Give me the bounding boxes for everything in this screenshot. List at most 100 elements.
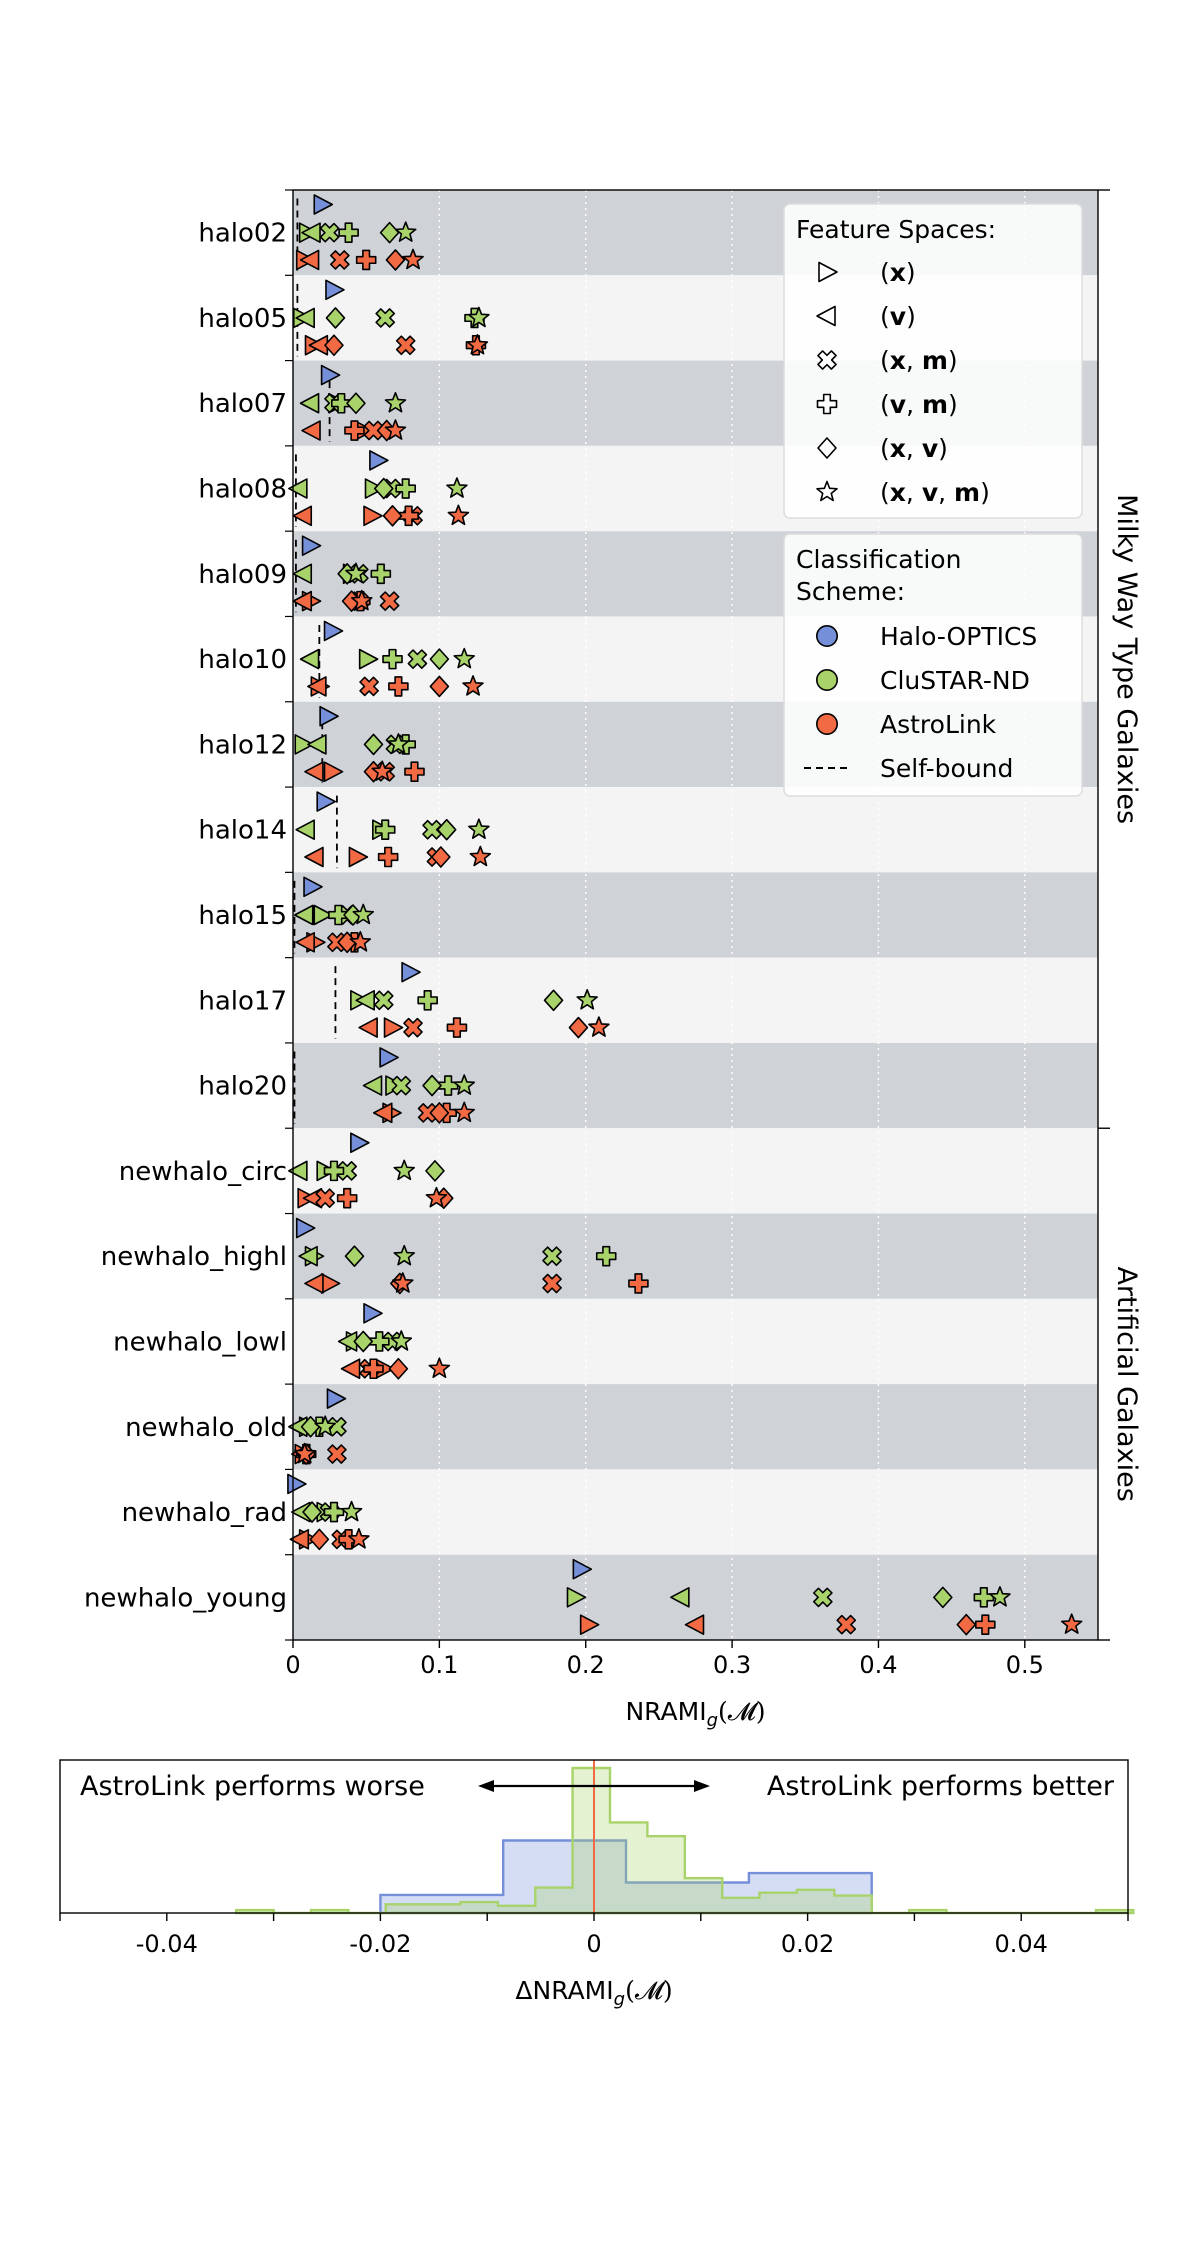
marker-halo09-clustar-xvm xyxy=(345,562,367,584)
row-label-newhalo_old: newhalo_old xyxy=(125,1413,287,1443)
marker-newhalo_circ-clustar-xvm xyxy=(393,1159,416,1181)
marker-newhalo_rad-astrolink-xv xyxy=(309,1528,330,1551)
marker-newhalo_young-astrolink-xm xyxy=(836,1614,857,1635)
legend-label-part: m xyxy=(922,390,948,419)
marker-newhalo_highl-halo-optics xyxy=(295,1217,316,1239)
marker-newhalo_circ-astrolink-xm xyxy=(315,1188,336,1209)
marker-halo17-astrolink-x xyxy=(383,1017,404,1038)
marker-halo08-astrolink-xv xyxy=(382,505,403,527)
row-label-halo07: halo07 xyxy=(198,389,287,419)
marker-newhalo_young-astrolink-xvm xyxy=(1060,1613,1083,1634)
marker-halo12-clustar-xvm xyxy=(387,733,410,754)
marker-halo08-astrolink-v xyxy=(292,505,313,527)
legend-feature-box xyxy=(783,203,1083,519)
marker-halo02-clustar-xvm xyxy=(394,221,417,242)
marker-halo14-clustar-xvm xyxy=(468,818,490,840)
legend-scheme-title: Scheme: xyxy=(796,577,905,606)
marker-newhalo_old-astrolink-xvm xyxy=(293,1442,316,1464)
marker-newhalo_highl-clustar-xvm xyxy=(393,1244,416,1266)
marker-halo05-astrolink-xvm xyxy=(466,333,489,355)
row-label-halo02: halo02 xyxy=(198,219,287,249)
legend-scheme-label: Halo-OPTICS xyxy=(880,622,1037,651)
hist-annotation-better: AstroLink performs better xyxy=(767,1771,1115,1802)
marker-newhalo_highl-clustar-v xyxy=(298,1245,318,1267)
marker-halo09-halo-optics xyxy=(301,535,322,556)
marker-halo10-clustar-v xyxy=(299,648,320,670)
legend: Feature Spaces:(x)(v)(x, m)(v, m)(x, v)(… xyxy=(783,203,1083,797)
marker-newhalo_highl-astrolink-v xyxy=(304,1273,324,1294)
marker-halo08-clustar-xvm xyxy=(446,477,468,498)
marker-halo09-astrolink-xm-extra xyxy=(379,591,400,611)
marker-halo10-clustar-x xyxy=(358,648,379,670)
marker-halo17-astrolink-v xyxy=(358,1017,378,1038)
legend-label-part: , xyxy=(906,478,922,507)
marker-halo07-clustar-vm xyxy=(330,392,352,414)
legend-label-part: v xyxy=(890,390,906,419)
marker-halo14-astrolink-v xyxy=(304,846,324,868)
marker-halo15-clustar-v xyxy=(293,904,314,926)
hist-x-tick-label: -0.02 xyxy=(349,1930,411,1958)
marker-newhalo_young-astrolink-x xyxy=(579,1614,600,1635)
marker-halo12-clustar-xv xyxy=(363,733,384,756)
legend-marker-xv xyxy=(817,437,837,459)
legend-scheme-label: CluSTAR-ND xyxy=(880,666,1030,695)
row-band-newhalo_circ xyxy=(293,1128,1098,1214)
marker-halo12-clustar-x xyxy=(294,734,315,755)
marker-halo17-clustar-xvm xyxy=(576,988,598,1010)
row-label-halo09: halo09 xyxy=(198,560,287,590)
legend-label-part: ) xyxy=(938,434,948,463)
row-label-halo20: halo20 xyxy=(198,1072,287,1102)
marker-newhalo_young-astrolink-xv xyxy=(956,1613,977,1636)
hist-x-tick-label: 0 xyxy=(586,1930,601,1958)
marker-halo07-clustar-v xyxy=(299,392,320,414)
marker-newhalo_highl-clustar-xm xyxy=(542,1246,562,1267)
row-labels: halo02 halo05 halo07 halo08 halo09 halo10 halo… xyxy=(84,219,287,1614)
marker-halo14-clustar-xv xyxy=(436,818,457,841)
group-labels: Milky Way Type Galaxies Artificial Galaxi… xyxy=(1111,494,1142,1502)
arrow-head-right xyxy=(694,1780,710,1792)
marker-halo02-astrolink-vm xyxy=(355,249,377,271)
legend-label-part: ( xyxy=(880,258,890,287)
row-band-halo20 xyxy=(293,1042,1098,1129)
marker-halo10-astrolink-v xyxy=(307,676,327,697)
marker-halo09-astrolink-xvm xyxy=(350,589,373,611)
x-axis-label: NRAMIg(𝓜) xyxy=(625,1697,765,1731)
row-band-newhalo_lowl xyxy=(293,1298,1098,1385)
marker-halo15-clustar-xvm xyxy=(352,903,375,925)
legend-label-part: x xyxy=(890,346,906,375)
legend-label-part: ( xyxy=(880,434,890,463)
marker-halo20-astrolink-v xyxy=(372,1102,393,1124)
hist-x-axis-label-sub: g xyxy=(614,1989,625,2010)
legend-marker-v xyxy=(816,305,836,327)
row-label-newhalo_young: newhalo_young xyxy=(84,1583,287,1613)
marker-halo02-astrolink-xv xyxy=(385,249,406,271)
marker-newhalo_young-halo-optics xyxy=(572,1558,593,1580)
legend-label-part: x xyxy=(890,434,906,463)
legend-label-part: v xyxy=(922,434,938,463)
row-band-halo15 xyxy=(293,872,1098,958)
x-tick-label: 0.3 xyxy=(713,1651,751,1679)
legend-scheme-marker xyxy=(815,668,838,691)
marker-newhalo_young-clustar-x xyxy=(566,1587,587,1608)
marker-halo12-clustar-v xyxy=(307,734,327,755)
legend-scheme-box xyxy=(783,533,1083,797)
marker-halo12-astrolink-xvm xyxy=(371,760,394,782)
marker-halo20-clustar-xvm xyxy=(453,1074,476,1095)
marker-halo08-astrolink-xvm xyxy=(447,504,470,526)
marker-halo05-clustar-xv xyxy=(325,307,346,329)
marker-newhalo_lowl-clustar-xv xyxy=(353,1330,374,1353)
legend-scheme-marker xyxy=(815,712,838,735)
legend-marker-vm xyxy=(816,393,838,415)
legend-label-part: ) xyxy=(906,302,916,331)
legend-marker-xm xyxy=(817,350,837,370)
marker-halo15-astrolink-v xyxy=(295,931,315,953)
marker-halo17-clustar-vm xyxy=(417,989,438,1011)
marker-halo10-halo-optics xyxy=(323,620,344,642)
marker-halo17-clustar-xv xyxy=(543,989,564,1012)
marker-halo08-clustar-xv xyxy=(373,477,394,500)
marker-halo09-astrolink-v xyxy=(292,590,313,612)
legend-marker-x xyxy=(818,261,838,283)
marker-newhalo_lowl-halo-optics xyxy=(363,1303,383,1324)
legend-label-part: ) xyxy=(980,478,990,507)
marker-halo02-astrolink-v xyxy=(299,249,320,271)
